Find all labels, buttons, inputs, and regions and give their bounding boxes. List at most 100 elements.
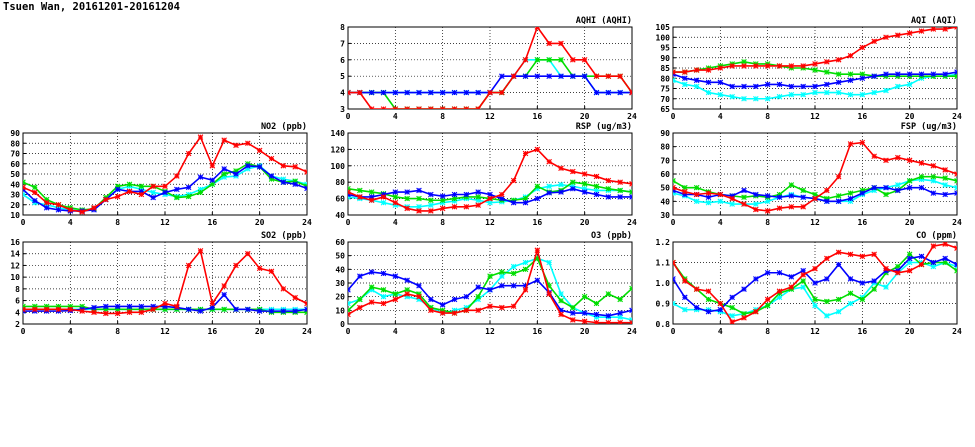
data-point: [114, 186, 121, 193]
data-point: [428, 191, 434, 198]
data-point: [368, 106, 375, 109]
data-point: [392, 89, 399, 96]
data-point: [824, 81, 830, 88]
x-tick-label: 8: [765, 218, 770, 227]
data-point: [416, 89, 422, 96]
y-tick-label: 10: [10, 273, 20, 282]
x-tick-label: 20: [255, 327, 265, 336]
data-point: [475, 284, 481, 290]
data-point: [942, 71, 948, 77]
data-point: [475, 293, 481, 300]
data-point: [753, 95, 759, 102]
data-point: [942, 175, 948, 181]
data-point: [546, 291, 552, 297]
data-point: [558, 73, 564, 79]
data-point: [499, 89, 505, 96]
y-tick-label: 0: [340, 320, 345, 329]
data-point: [741, 63, 747, 69]
x-tick-label: 20: [580, 112, 590, 121]
series-line: [348, 255, 632, 316]
data-point: [883, 34, 889, 41]
data-point: [510, 270, 517, 277]
y-tick-label: 50: [335, 252, 345, 261]
data-point: [918, 253, 925, 260]
data-point: [534, 27, 541, 30]
data-point: [883, 265, 889, 272]
data-point: [392, 273, 399, 279]
data-point: [942, 255, 948, 262]
y-tick-label: 50: [10, 170, 20, 179]
data-point: [741, 286, 747, 292]
y-tick-label: 40: [660, 197, 670, 206]
data-point: [392, 291, 399, 297]
y-tick-label: 60: [335, 195, 345, 204]
series-line: [348, 27, 632, 109]
data-point: [764, 81, 771, 88]
data-point: [954, 178, 957, 184]
data-point: [673, 184, 676, 191]
x-tick-label: 24: [952, 327, 962, 336]
data-point: [918, 261, 925, 268]
data-point: [617, 187, 623, 194]
data-point: [558, 165, 564, 172]
data-point: [534, 183, 541, 190]
data-point: [150, 306, 156, 313]
y-tick-label: 6: [340, 56, 345, 65]
data-point: [221, 166, 227, 172]
data-point: [883, 157, 889, 164]
chart-title: NO2 (ppb): [261, 122, 307, 132]
data-point: [693, 286, 700, 292]
x-tick-label: 12: [485, 218, 495, 227]
data-point: [463, 89, 470, 96]
y-tick-label: 1.2: [656, 238, 671, 247]
data-point: [174, 173, 180, 179]
data-point: [859, 71, 866, 77]
plot-frame: [347, 241, 633, 325]
data-point: [895, 269, 901, 276]
data-point: [416, 204, 422, 210]
data-point: [942, 182, 948, 188]
data-point: [463, 293, 470, 300]
data-point: [368, 284, 375, 290]
x-tick-label: 24: [627, 218, 637, 227]
data-point: [629, 307, 632, 314]
data-point: [126, 181, 133, 188]
data-point: [693, 198, 700, 205]
data-point: [693, 83, 700, 90]
chart-aqhi: 0 4 8 12 16 20 24 3 4 5 6 7 8 AQHI (AQHI): [340, 16, 637, 121]
data-point: [416, 208, 422, 214]
data-point: [570, 317, 576, 323]
data-point: [835, 261, 842, 268]
data-point: [824, 89, 830, 96]
data-point: [185, 262, 192, 269]
data-point: [906, 251, 913, 258]
y-tick-label: 4: [340, 89, 345, 98]
data-point: [581, 57, 588, 63]
data-point: [812, 280, 818, 286]
data-point: [930, 263, 937, 270]
x-tick-label: 24: [952, 112, 962, 121]
data-point: [534, 57, 541, 63]
y-tick-label: 80: [660, 74, 670, 83]
x-tick-label: 8: [115, 327, 120, 336]
data-point: [499, 273, 505, 279]
data-point: [729, 195, 735, 202]
plot-frame: [347, 132, 633, 216]
data-point: [292, 181, 298, 188]
data-point: [741, 310, 747, 317]
data-point: [871, 251, 877, 258]
page-title: Tsuen Wan, 20161201-20161204: [3, 1, 181, 13]
x-tick-label: 16: [858, 327, 868, 336]
data-point: [43, 205, 50, 211]
data-point: [348, 300, 351, 307]
data-point: [753, 206, 759, 213]
data-point: [380, 194, 387, 200]
data-point: [705, 288, 712, 294]
y-tick-label: 12: [10, 261, 20, 270]
data-point: [835, 57, 842, 63]
data-point: [91, 309, 97, 316]
data-point: [776, 269, 783, 276]
data-point: [197, 247, 204, 254]
data-point: [629, 285, 632, 292]
